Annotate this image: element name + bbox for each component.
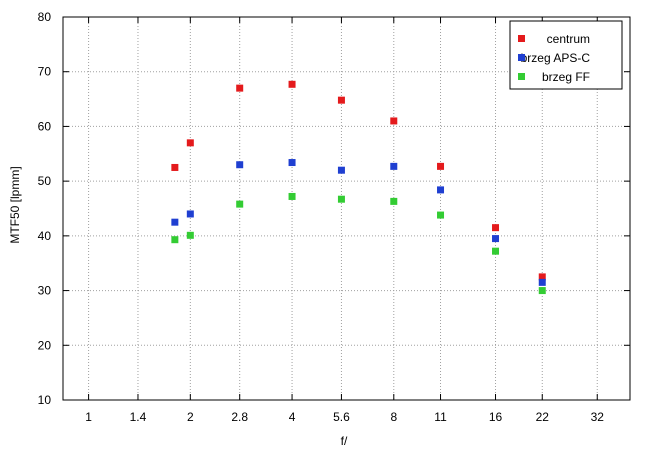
data-point <box>390 197 398 205</box>
y-tick-label: 50 <box>38 174 52 188</box>
legend-box <box>509 20 623 90</box>
y-tick-label: 70 <box>38 65 52 79</box>
data-point <box>492 247 500 255</box>
x-tick-label: 2.8 <box>231 410 248 424</box>
y-tick-label: 60 <box>38 119 52 133</box>
data-point <box>437 162 445 170</box>
legend-entry-brzeg-aps-c: brzeg APS-C <box>518 51 590 65</box>
data-points <box>171 80 546 295</box>
x-axis-ticks: 1 1.4 2 2.8 4 5.6 8 11 16 22 32 <box>85 17 604 424</box>
y-tick-label: 40 <box>38 229 52 243</box>
x-tick-label: 1.4 <box>130 410 147 424</box>
legend: centrum brzeg APS-C brzeg FF <box>509 20 623 90</box>
legend-label: brzeg FF <box>542 70 590 84</box>
x-tick-label: 5.6 <box>333 410 350 424</box>
plot-frame <box>62 16 631 401</box>
data-point <box>390 117 398 125</box>
data-point <box>236 161 244 169</box>
legend-marker <box>518 35 525 42</box>
y-tick-label: 20 <box>38 338 52 352</box>
data-point <box>538 278 546 286</box>
data-point <box>337 96 345 104</box>
x-tick-label: 8 <box>390 410 397 424</box>
legend-entry-centrum: centrum <box>518 32 590 46</box>
y-axis-label: MTF50 [lpmm] <box>8 166 22 243</box>
data-point <box>186 231 194 239</box>
data-point <box>437 211 445 219</box>
x-tick-label: 2 <box>187 410 194 424</box>
x-tick-label: 22 <box>536 410 550 424</box>
data-point <box>492 235 500 243</box>
data-point <box>236 84 244 92</box>
data-point <box>337 195 345 203</box>
y-tick-label: 30 <box>38 284 52 298</box>
data-point <box>437 186 445 194</box>
data-point <box>236 200 244 208</box>
legend-marker <box>518 54 525 61</box>
data-point <box>171 218 179 226</box>
x-tick-label: 32 <box>591 410 605 424</box>
x-tick-label: 1 <box>85 410 92 424</box>
data-point <box>171 236 179 244</box>
data-point <box>538 273 546 281</box>
data-point <box>171 163 179 171</box>
data-point <box>288 159 296 167</box>
data-point <box>390 162 398 170</box>
legend-entry-brzeg-ff: brzeg FF <box>518 70 590 84</box>
data-point <box>186 210 194 218</box>
x-tick-label: 16 <box>489 410 503 424</box>
y-tick-label: 10 <box>38 393 52 407</box>
x-tick-label: 11 <box>434 410 447 424</box>
data-point <box>538 287 546 295</box>
data-point <box>186 139 194 147</box>
legend-marker <box>518 73 525 80</box>
data-point <box>337 166 345 174</box>
y-tick-label: 80 <box>38 10 52 24</box>
data-point <box>288 192 296 200</box>
legend-label: centrum <box>547 32 590 46</box>
legend-label: brzeg APS-C <box>521 51 591 65</box>
data-point <box>492 224 500 232</box>
series-0 <box>171 80 546 281</box>
x-tick-label: 4 <box>289 410 296 424</box>
series-2 <box>171 192 546 295</box>
series-1 <box>171 159 546 286</box>
x-axis-label: f/ <box>341 434 348 448</box>
data-point <box>288 80 296 88</box>
